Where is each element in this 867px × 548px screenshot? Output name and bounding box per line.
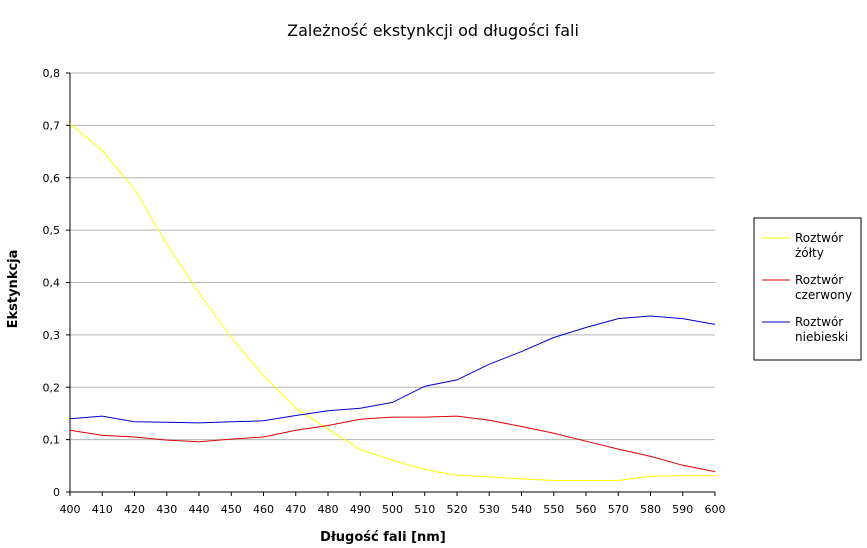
series-line-3 (69, 315, 716, 424)
legend-label-3-line1: Roztwór (795, 315, 843, 329)
legend-label-1-line1: Roztwór (795, 231, 843, 245)
x-tick-label: 600 (705, 503, 726, 516)
series-line-2 (69, 415, 716, 473)
x-tick-label: 550 (543, 503, 564, 516)
x-tick-label: 500 (382, 503, 403, 516)
x-tick-label: 440 (189, 503, 210, 516)
y-tick-label: 0,7 (43, 119, 61, 132)
y-tick-label: 0,4 (43, 277, 61, 290)
x-tick-label: 580 (640, 503, 661, 516)
legend-label-1-line2: żółty (795, 246, 824, 260)
x-tick-label: 540 (511, 503, 532, 516)
y-tick-label: 0,5 (43, 224, 61, 237)
y-tick-label: 0,6 (43, 172, 61, 185)
x-tick-label: 570 (608, 503, 629, 516)
x-tick-label: 490 (350, 503, 371, 516)
x-tick-label: 460 (253, 503, 274, 516)
legend-label-3-line2: niebieski (795, 330, 848, 344)
y-tick-labels: 0 0,1 0,2 0,3 0,4 0,5 0,6 0,7 0,8 (43, 67, 61, 499)
y-tick-label: 0,8 (43, 67, 61, 80)
y-tick-label: 0 (53, 486, 60, 499)
axes (69, 73, 715, 493)
series-line-1 (69, 123, 715, 481)
x-tick-label: 560 (576, 503, 597, 516)
y-tick-label: 0,2 (43, 381, 61, 394)
series-lines (69, 123, 716, 481)
x-tick-label: 470 (285, 503, 306, 516)
y-tick-label: 0,1 (43, 434, 61, 447)
x-axis-title: Długość fali [nm] (320, 530, 446, 545)
gridlines (66, 72, 716, 496)
x-tick-label: 400 (60, 503, 81, 516)
x-tick-label: 420 (124, 503, 145, 516)
legend-label-2-line1: Roztwór (795, 273, 843, 287)
x-tick-label: 450 (221, 503, 242, 516)
legend-box (753, 217, 862, 361)
x-tick-label: 410 (92, 503, 113, 516)
chart-title: Zależność ekstynkcji od długości fali (287, 21, 579, 40)
x-tick-label: 530 (479, 503, 500, 516)
y-tick-label: 0,3 (43, 329, 61, 342)
legend-label-2-line2: czerwony (795, 288, 852, 302)
x-tick-label: 510 (414, 503, 435, 516)
legend: RoztwórżółtyRoztwórczerwonyRoztwórniebie… (753, 217, 862, 361)
x-tick-label: 430 (156, 503, 177, 516)
x-tick-label: 480 (318, 503, 339, 516)
x-tick-label: 520 (447, 503, 468, 516)
x-tick-labels: 400 410 420 430 440 450 460 470 480 490 500 510 520 5… (60, 503, 726, 516)
x-tick-label: 590 (672, 503, 693, 516)
y-axis-title: Ekstynkcja (6, 250, 21, 329)
